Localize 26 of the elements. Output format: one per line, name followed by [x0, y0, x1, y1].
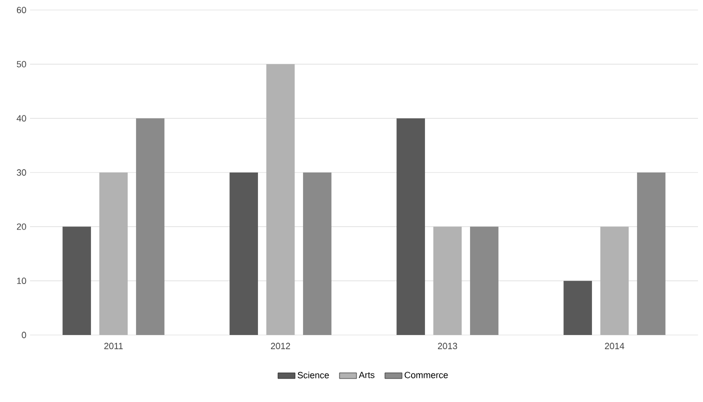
bar: [62, 226, 91, 335]
y-tick-label: 20: [16, 223, 26, 230]
y-tick-label: 30: [16, 169, 26, 176]
bar: [470, 226, 498, 335]
bar: [433, 226, 462, 335]
legend-label: Commerce: [404, 372, 448, 378]
y-tick-label: 10: [17, 278, 26, 284]
bar: [303, 172, 332, 335]
x-tick-label: 2013: [438, 342, 458, 350]
legend-label: Arts: [358, 372, 374, 378]
bar: [136, 118, 164, 335]
bar: [230, 172, 258, 335]
bar: [600, 226, 629, 335]
x-tick-label: 2014: [604, 342, 624, 350]
y-tick-label: 60: [16, 6, 26, 14]
y-tick-label: 0: [22, 332, 26, 338]
bar: [99, 172, 128, 335]
x-tick-label: 2011: [104, 342, 123, 350]
bar: [396, 118, 425, 335]
bar: [637, 172, 666, 335]
x-tick-label: 2012: [270, 342, 290, 350]
bar: [564, 280, 592, 335]
bar: [266, 64, 295, 335]
y-tick-label: 40: [16, 115, 26, 122]
y-tick-label: 50: [16, 60, 26, 68]
legend-label: Science: [298, 372, 329, 378]
